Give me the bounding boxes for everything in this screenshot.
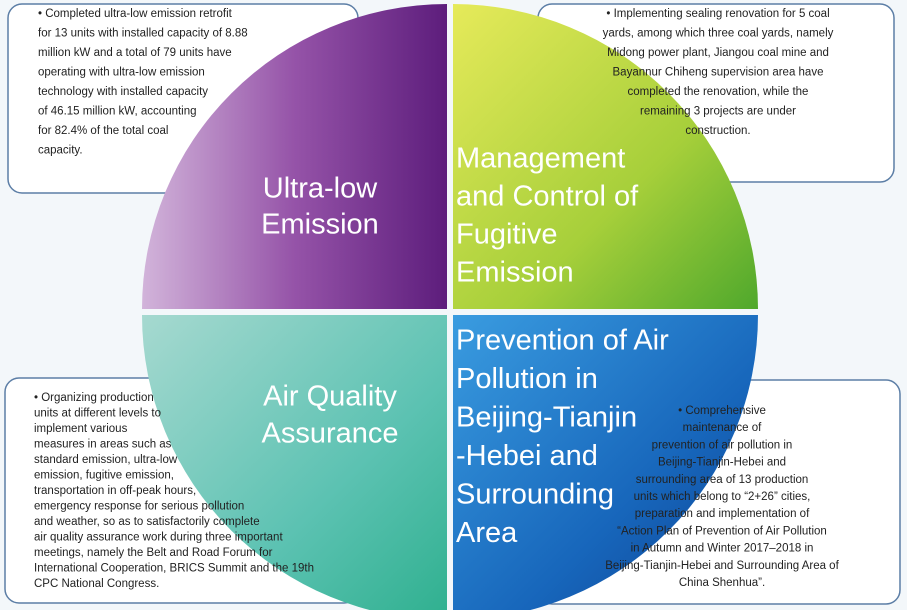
quadrant-label: and Control of [456, 181, 639, 213]
texts: Ultra-low Emission • Completed ultra-low e… [34, 8, 840, 590]
quadrant [453, 315, 758, 610]
quadrant-label: Beijing-Tianjin [456, 402, 637, 434]
quadrant-label: -Hebei and [456, 440, 598, 472]
description-line: standard emission, ultra-low [34, 454, 178, 466]
description-line: • Comprehensive [678, 405, 766, 417]
description-line: surrounding area of 13 production [636, 474, 809, 486]
description-line: China Shenhua”. [679, 577, 765, 589]
description-line: • Organizing production [34, 392, 154, 404]
description-line: preparation and implementation of [635, 508, 810, 520]
quadrant [142, 315, 447, 610]
description-line: • Completed ultra-low emission retrofit [38, 8, 233, 20]
description-line: units which belong to “2+26” cities, [634, 491, 811, 503]
quadrant-label: Management [456, 143, 625, 175]
quadrant-label: Surrounding [456, 479, 614, 511]
description-line: million kW and a total of 79 units have [38, 47, 232, 59]
description-line: for 82.4% of the total coal [38, 125, 168, 137]
description-line: Beijing-Tianjin-Hebei and Surrounding Ar… [605, 560, 839, 572]
quadrant-label: Emission [456, 257, 574, 289]
quadrant-label: Area [456, 517, 518, 549]
description-line: construction. [685, 125, 750, 137]
description-line: • Implementing sealing renovation for 5 … [606, 8, 829, 20]
description-line: implement various [34, 423, 128, 435]
description-line: Bayannur Chiheng supervision area have [613, 67, 824, 79]
description-line: Beijing-Tianjin-Hebei and [658, 457, 786, 469]
quadrant-label: Pollution in [456, 363, 598, 395]
description-line: prevention of air pollution in [652, 439, 793, 451]
quadrant-label: Prevention of Air [456, 325, 669, 357]
description-line: completed the renovation, while the [628, 86, 809, 98]
description-line: in Autumn and Winter 2017–2018 in [631, 543, 814, 555]
description-line: yards, among which three coal yards, nam… [603, 28, 834, 40]
description-line: Midong power plant, Jiangou coal mine an… [607, 47, 829, 59]
description-line: and weather, so as to satisfactorily com… [34, 516, 260, 528]
description-line: capacity. [38, 145, 83, 157]
description-line: transportation in off-peak hours, [34, 485, 196, 497]
description-line: air quality assurance work during three … [34, 532, 283, 544]
quadrant [453, 4, 758, 309]
description-line: measures in areas such as [34, 439, 172, 451]
quadrant-label: Assurance [261, 418, 398, 450]
description-line: of 46.15 million kW, accounting [38, 106, 197, 118]
description-line: International Cooperation, BRICS Summit … [34, 563, 314, 575]
quadrant-label: Fugitive [456, 219, 558, 251]
description-line: technology with installed capacity [38, 86, 208, 98]
description-line: meetings, namely the Belt and Road Forum… [34, 547, 273, 559]
description-line: “Action Plan of Prevention of Air Pollut… [617, 525, 827, 537]
description-line: CPC National Congress. [34, 578, 159, 590]
circle [142, 4, 758, 610]
quadrant-label: Ultra-low [263, 173, 378, 205]
description-line: emergency response for serious pollution [34, 501, 244, 513]
description-line: remaining 3 projects are under [640, 106, 796, 118]
description-line: maintenance of [683, 422, 762, 434]
quadrant [142, 4, 447, 309]
description-line: for 13 units with installed capacity of … [38, 28, 248, 40]
description-line: units at different levels to [34, 408, 161, 420]
description-line: operating with ultra-low emission [38, 67, 205, 79]
quadrant-label: Air Quality [263, 381, 397, 413]
quadrant-label: Emission [261, 209, 379, 241]
description-line: emission, fugitive emission, [34, 470, 174, 482]
